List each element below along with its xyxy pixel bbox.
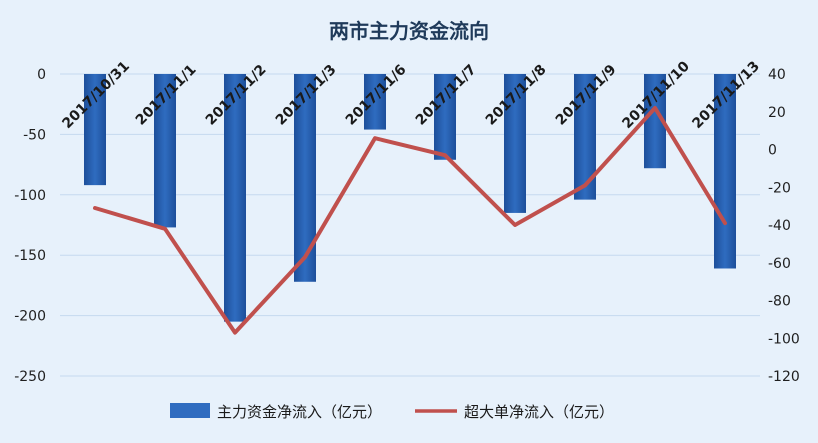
right-tick-label: -100 xyxy=(768,331,800,347)
right-axis: 40 20 0 -20 -40 -60 -80 -100 -120 xyxy=(768,67,800,385)
right-tick-label: 0 xyxy=(768,143,777,159)
left-axis: 0 -50 -100 -150 -200 -250 xyxy=(14,67,46,385)
right-tick-label: -80 xyxy=(768,294,791,310)
left-tick-label: -150 xyxy=(14,248,46,264)
left-tick-label: -50 xyxy=(23,127,46,143)
legend-bar-label: 主力资金净流入（亿元） xyxy=(217,403,382,421)
legend-bar-swatch xyxy=(170,403,210,418)
right-tick-label: 20 xyxy=(768,105,786,121)
right-tick-label: -20 xyxy=(768,180,791,196)
bar xyxy=(154,74,176,228)
legend: 主力资金净流入（亿元） 超大单净流入（亿元） xyxy=(170,403,614,421)
left-tick-label: -200 xyxy=(14,309,46,325)
line-series xyxy=(93,105,727,335)
left-tick-label: -100 xyxy=(14,188,46,204)
left-tick-label: 0 xyxy=(37,67,46,83)
bar-layer xyxy=(84,74,736,322)
line-layer xyxy=(93,105,727,335)
bar xyxy=(434,74,456,160)
bar xyxy=(504,74,526,213)
bar xyxy=(224,74,246,322)
bar xyxy=(714,74,736,269)
right-tick-label: -40 xyxy=(768,218,791,234)
bar xyxy=(84,74,106,186)
grid-layer xyxy=(60,73,760,377)
bar xyxy=(644,74,666,169)
bar xyxy=(574,74,596,200)
legend-line-label: 超大单净流入（亿元） xyxy=(464,403,614,421)
right-tick-label: -60 xyxy=(768,256,791,272)
bar xyxy=(364,74,386,130)
right-tick-label: -120 xyxy=(768,369,800,385)
right-tick-label: 40 xyxy=(768,67,786,83)
left-tick-label: -250 xyxy=(14,369,46,385)
chart-title: 两市主力资金流向 xyxy=(329,19,489,43)
bar xyxy=(294,74,316,282)
